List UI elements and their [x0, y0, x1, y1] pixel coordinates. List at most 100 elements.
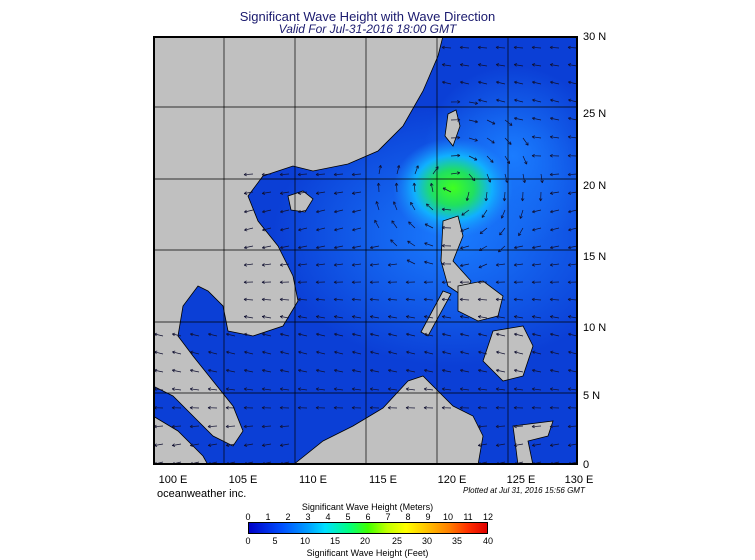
wave-direction-arrow	[261, 332, 272, 337]
wave-direction-arrow	[298, 227, 308, 232]
wave-direction-arrow	[477, 315, 488, 319]
wave-direction-arrow	[423, 387, 434, 391]
land-borneo	[291, 375, 484, 466]
wave-direction-arrow	[387, 406, 398, 410]
wave-direction-arrow	[567, 45, 578, 50]
wave-direction-arrow	[369, 280, 380, 284]
wave-direction-arrow	[460, 245, 470, 250]
wave-direction-arrow	[499, 227, 506, 236]
land-palawan	[420, 290, 452, 337]
wave-direction-arrow	[531, 263, 542, 267]
wave-direction-arrow	[243, 172, 254, 177]
wave-direction-arrow	[279, 443, 290, 447]
wave-direction-arrow	[531, 45, 542, 50]
wave-direction-arrow	[567, 280, 578, 284]
wave-direction-arrow	[540, 173, 544, 184]
colorbar-tick-m11: 11	[463, 512, 473, 522]
wave-direction-arrow	[390, 239, 398, 247]
wave-direction-arrow	[334, 227, 344, 232]
wave-direction-arrow	[531, 245, 542, 250]
wave-direction-arrow	[408, 221, 416, 229]
wave-direction-arrow	[244, 227, 254, 232]
colorbar-tick-f40: 40	[482, 536, 494, 546]
wave-direction-arrow	[495, 332, 506, 337]
wave-direction-arrow	[513, 80, 524, 85]
colorbar-tick-m2: 2	[285, 512, 291, 522]
wave-direction-arrow	[423, 368, 434, 373]
wave-direction-arrow	[351, 263, 362, 267]
colorbar-tick-f0: 0	[245, 536, 251, 546]
wave-direction-arrow	[261, 172, 272, 177]
wave-direction-arrow	[567, 263, 578, 267]
wave-direction-arrow	[262, 227, 272, 232]
wave-direction-arrow	[459, 63, 470, 67]
wave-direction-arrow	[405, 332, 416, 337]
wave-direction-arrow	[531, 387, 542, 391]
wave-direction-arrow	[279, 172, 290, 177]
land-luzon	[440, 215, 472, 297]
colorbar-tick-m12: 12	[482, 512, 494, 522]
wave-direction-arrow	[478, 98, 488, 103]
wave-direction-arrow	[207, 332, 218, 337]
wave-direction-arrow	[387, 280, 398, 284]
wave-direction-arrow	[531, 135, 542, 139]
wave-direction-arrow	[450, 100, 461, 104]
wave-direction-arrow	[279, 406, 290, 410]
wave-direction-arrow	[369, 368, 380, 373]
wave-direction-arrow	[468, 137, 478, 142]
wave-direction-arrow	[495, 45, 506, 50]
lon-label-100e: 100 E	[158, 474, 188, 486]
wave-direction-arrow	[441, 280, 452, 284]
wave-direction-arrow	[468, 155, 478, 161]
wave-direction-arrow	[477, 63, 488, 67]
wave-direction-arrow	[378, 164, 382, 175]
wave-direction-arrow	[531, 280, 542, 284]
wave-direction-arrow	[333, 368, 344, 373]
wave-direction-arrow	[441, 225, 452, 230]
wave-direction-arrow	[567, 332, 578, 337]
wave-direction-arrow	[375, 201, 380, 211]
wave-direction-arrow	[531, 209, 542, 214]
wave-direction-arrow	[396, 165, 401, 175]
wave-direction-arrow	[441, 368, 452, 373]
wave-direction-arrow	[514, 350, 524, 355]
wave-direction-arrow	[497, 245, 506, 253]
wave-direction-arrow	[567, 172, 578, 177]
wave-direction-arrow	[495, 297, 506, 302]
wave-direction-arrow	[442, 187, 452, 193]
lon-label-105e: 105 E	[228, 474, 258, 486]
wave-direction-arrow	[459, 297, 470, 302]
wave-direction-arrow	[369, 332, 380, 337]
wave-direction-arrow	[484, 191, 488, 202]
wave-direction-arrow	[369, 315, 380, 319]
wave-direction-arrow	[315, 263, 326, 267]
wave-direction-arrow	[486, 155, 494, 163]
lon-label-115e: 115 E	[369, 474, 397, 486]
wave-direction-arrow	[315, 191, 326, 195]
wave-direction-arrow	[522, 155, 528, 165]
wave-direction-arrow	[424, 242, 434, 247]
lat-label-30n: 30 N	[583, 31, 607, 43]
wave-direction-arrow	[369, 263, 380, 267]
wave-direction-arrow	[333, 387, 344, 391]
wave-direction-arrow	[333, 245, 344, 250]
wave-direction-arrow	[243, 332, 254, 337]
wave-direction-arrow	[297, 263, 308, 267]
wave-direction-arrow	[333, 209, 344, 214]
wave-direction-arrow	[522, 173, 527, 184]
wave-direction-arrow	[333, 315, 344, 319]
wave-direction-arrow	[441, 207, 452, 212]
wave-direction-arrow	[459, 80, 470, 85]
wave-direction-arrow	[531, 406, 542, 410]
wave-direction-arrow	[369, 245, 380, 250]
wave-direction-arrow	[532, 350, 542, 355]
wave-direction-arrow	[538, 191, 543, 202]
wave-direction-arrow	[315, 406, 326, 410]
wave-direction-arrow	[495, 406, 506, 410]
wave-direction-arrow	[513, 280, 524, 284]
wave-direction-arrow	[549, 80, 560, 85]
wave-direction-arrow	[460, 227, 470, 233]
wave-direction-arrow	[351, 332, 362, 337]
wave-direction-arrow	[549, 153, 560, 158]
wave-direction-arrow	[171, 406, 182, 410]
